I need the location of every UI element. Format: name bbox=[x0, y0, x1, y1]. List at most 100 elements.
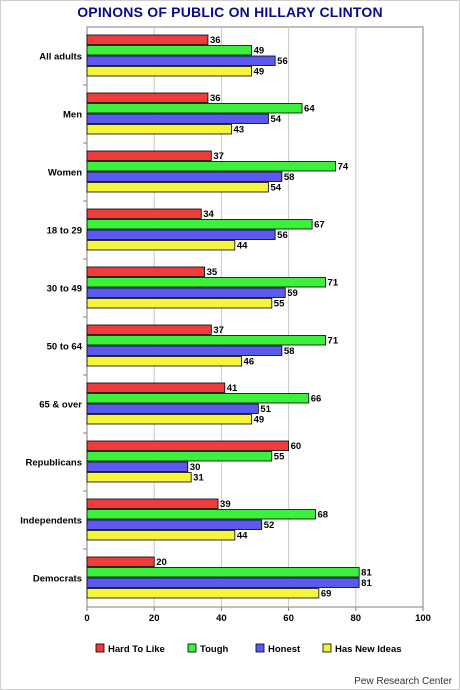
value-label-tough-50-to-64: 71 bbox=[328, 336, 339, 347]
value-label-hard-to-like-men: 36 bbox=[210, 93, 221, 104]
value-label-tough-republicans: 55 bbox=[274, 452, 285, 463]
x-tick-label-20: 20 bbox=[149, 613, 160, 624]
value-label-hard-to-like-all-adults: 36 bbox=[210, 35, 221, 46]
value-label-honest-men: 54 bbox=[270, 114, 281, 125]
bar-honest-65-over bbox=[86, 403, 259, 414]
bar-tough-30-to-49 bbox=[86, 277, 326, 288]
value-label-has-new-ideas-democrats: 69 bbox=[321, 589, 332, 600]
value-label-has-new-ideas-18-to-29: 44 bbox=[237, 241, 248, 252]
value-label-hard-to-like-republicans: 60 bbox=[291, 441, 302, 452]
value-label-tough-18-to-29: 67 bbox=[314, 220, 325, 231]
bar-honest-democrats bbox=[86, 577, 360, 588]
bar-tough-democrats bbox=[86, 567, 360, 578]
x-tick-label-0: 0 bbox=[84, 613, 89, 624]
bar-has-new-ideas-democrats bbox=[86, 588, 320, 599]
legend-swatch-has-new-ideas bbox=[322, 643, 332, 653]
value-label-hard-to-like-65-over: 41 bbox=[227, 383, 238, 394]
category-label-50-to-64: 50 to 64 bbox=[47, 342, 83, 353]
legend-label-hard-to-like: Hard To Like bbox=[108, 644, 165, 655]
value-label-honest-50-to-64: 58 bbox=[284, 346, 295, 357]
value-label-honest-all-adults: 56 bbox=[277, 56, 288, 67]
value-label-tough-65-over: 66 bbox=[311, 394, 322, 405]
legend-label-has-new-ideas: Has New Ideas bbox=[335, 644, 402, 655]
bar-tough-independents bbox=[86, 509, 316, 520]
value-label-hard-to-like-18-to-29: 34 bbox=[203, 209, 214, 220]
value-label-has-new-ideas-50-to-64: 46 bbox=[244, 357, 255, 368]
bar-has-new-ideas-30-to-49 bbox=[86, 298, 273, 309]
bar-hard-to-like-18-to-29 bbox=[86, 208, 202, 219]
bar-honest-independents bbox=[86, 519, 263, 530]
chart-title: OPINONS OF PUBLIC ON HILLARY CLINTON bbox=[77, 4, 383, 20]
bar-hard-to-like-men bbox=[86, 92, 209, 103]
value-label-has-new-ideas-men: 43 bbox=[233, 125, 244, 136]
value-label-tough-independents: 68 bbox=[317, 510, 328, 521]
category-label-republicans: Republicans bbox=[26, 458, 83, 469]
bar-tough-all-adults bbox=[86, 45, 253, 56]
bar-has-new-ideas-65-over bbox=[86, 414, 253, 425]
category-label-all-adults: All adults bbox=[39, 52, 82, 63]
x-tick-label-60: 60 bbox=[283, 613, 294, 624]
value-label-hard-to-like-independents: 39 bbox=[220, 499, 231, 510]
legend-swatch-tough bbox=[187, 643, 197, 653]
bar-honest-30-to-49 bbox=[86, 287, 286, 298]
bar-has-new-ideas-independents bbox=[86, 530, 236, 541]
value-label-hard-to-like-women: 37 bbox=[213, 151, 224, 162]
value-label-has-new-ideas-women: 54 bbox=[270, 183, 281, 194]
value-label-hard-to-like-democrats: 20 bbox=[156, 557, 167, 568]
value-label-honest-30-to-49: 59 bbox=[287, 288, 298, 299]
value-label-honest-18-to-29: 56 bbox=[277, 230, 288, 241]
bar-has-new-ideas-republicans bbox=[86, 472, 192, 483]
bar-tough-18-to-29 bbox=[86, 219, 313, 230]
category-label-18-to-29: 18 to 29 bbox=[47, 226, 82, 237]
bar-hard-to-like-50-to-64 bbox=[86, 324, 212, 335]
source-credit: Pew Research Center bbox=[354, 676, 452, 687]
bar-hard-to-like-30-to-49 bbox=[86, 266, 205, 277]
bar-honest-women bbox=[86, 171, 283, 182]
bar-hard-to-like-women bbox=[86, 150, 212, 161]
bar-has-new-ideas-50-to-64 bbox=[86, 356, 242, 367]
bar-honest-18-to-29 bbox=[86, 229, 276, 240]
value-label-hard-to-like-50-to-64: 37 bbox=[213, 325, 224, 336]
bar-hard-to-like-democrats bbox=[86, 556, 155, 567]
x-tick-label-80: 80 bbox=[351, 613, 362, 624]
value-label-has-new-ideas-30-to-49: 55 bbox=[274, 299, 285, 310]
bar-hard-to-like-65-over bbox=[86, 382, 226, 393]
value-label-tough-all-adults: 49 bbox=[254, 46, 265, 57]
value-label-tough-men: 64 bbox=[304, 104, 315, 115]
value-label-honest-65-over: 51 bbox=[260, 404, 271, 415]
bar-honest-men bbox=[86, 113, 269, 124]
value-label-honest-republicans: 30 bbox=[190, 462, 201, 473]
x-tick-label-40: 40 bbox=[216, 613, 227, 624]
bar-has-new-ideas-women bbox=[86, 182, 269, 193]
bar-tough-men bbox=[86, 103, 303, 114]
value-label-honest-independents: 52 bbox=[264, 520, 275, 531]
bar-tough-65-over bbox=[86, 393, 310, 404]
value-label-honest-women: 58 bbox=[284, 172, 295, 183]
value-label-tough-30-to-49: 71 bbox=[328, 278, 339, 289]
bar-honest-all-adults bbox=[86, 55, 276, 66]
bar-hard-to-like-independents bbox=[86, 498, 219, 509]
value-label-tough-women: 74 bbox=[338, 162, 349, 173]
category-label-65-over: 65 & over bbox=[39, 400, 82, 411]
legend-label-honest: Honest bbox=[268, 644, 301, 655]
bar-hard-to-like-republicans bbox=[86, 440, 290, 451]
category-label-30-to-49: 30 to 49 bbox=[47, 284, 82, 295]
bar-tough-50-to-64 bbox=[86, 335, 326, 346]
legend-label-tough: Tough bbox=[200, 644, 229, 655]
value-label-has-new-ideas-republicans: 31 bbox=[193, 473, 204, 484]
bar-honest-republicans bbox=[86, 461, 189, 472]
bar-has-new-ideas-men bbox=[86, 124, 232, 135]
category-label-independents: Independents bbox=[20, 516, 82, 527]
bar-tough-republicans bbox=[86, 451, 273, 462]
x-tick-label-100: 100 bbox=[415, 613, 431, 624]
category-label-women: Women bbox=[48, 168, 82, 179]
value-label-hard-to-like-30-to-49: 35 bbox=[207, 267, 218, 278]
category-label-democrats: Democrats bbox=[33, 574, 82, 585]
bar-has-new-ideas-all-adults bbox=[86, 66, 253, 77]
bar-hard-to-like-all-adults bbox=[86, 34, 209, 45]
bar-has-new-ideas-18-to-29 bbox=[86, 240, 236, 251]
bar-tough-women bbox=[86, 161, 337, 172]
category-label-men: Men bbox=[63, 110, 82, 121]
value-label-has-new-ideas-65-over: 49 bbox=[254, 415, 265, 426]
bar-honest-50-to-64 bbox=[86, 345, 283, 356]
